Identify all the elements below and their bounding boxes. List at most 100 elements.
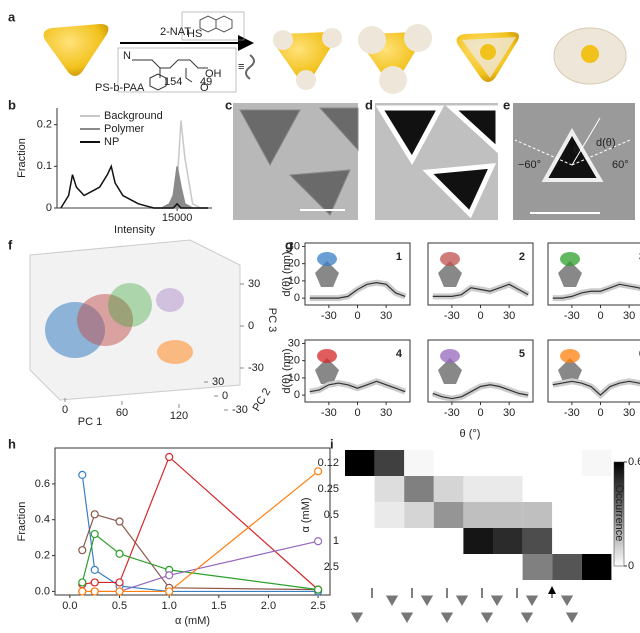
cluster-icons <box>350 588 579 624</box>
subplot-title: 5 <box>519 348 525 360</box>
cell <box>523 528 553 554</box>
panel-label: c <box>225 97 232 112</box>
y-tick-label: 0 <box>294 389 300 401</box>
x-tick-label: 120 <box>170 410 188 422</box>
y-tick-label: 30 <box>288 337 300 349</box>
legend-label: Polymer <box>104 123 145 135</box>
cell <box>375 476 405 502</box>
panel-label: f <box>8 237 13 252</box>
panel-label: e <box>503 97 510 112</box>
legend-label: NP <box>104 136 119 148</box>
marker <box>116 579 123 586</box>
x-tick-label: 0 <box>597 407 603 419</box>
cell <box>523 476 553 502</box>
row-label: 2.5 <box>324 561 339 573</box>
z-tick-label: -30 <box>248 362 264 374</box>
cell <box>375 450 405 476</box>
x-tick-label: 30 <box>380 407 392 419</box>
x-tick-label: 1.5 <box>211 600 226 612</box>
y-tick-label: 0.4 <box>35 514 50 526</box>
marker <box>116 518 123 525</box>
cell <box>523 554 553 580</box>
row-label: 0.12 <box>318 457 339 469</box>
panel-label: i <box>330 436 334 451</box>
inset-blob <box>440 252 460 266</box>
cell <box>375 554 405 580</box>
marker <box>166 588 173 595</box>
z-label: PC 3 <box>266 308 278 332</box>
cell <box>434 502 464 528</box>
row-label: 0.5 <box>324 509 339 521</box>
x-label: θ (°) <box>460 428 481 440</box>
micrographs <box>233 103 635 220</box>
x-tick-label: 0 <box>62 404 68 416</box>
atom: N <box>123 50 131 62</box>
marker <box>315 586 322 593</box>
x-tick-label: 30 <box>623 407 635 419</box>
cell <box>404 476 434 502</box>
x-tick-label: 15000 <box>162 212 193 224</box>
theta: θ <box>573 144 579 156</box>
cell <box>552 450 582 476</box>
cell <box>463 502 493 528</box>
y-label: d(θ) (nm) <box>281 348 293 393</box>
y-tick-label: 0.2 <box>35 549 50 561</box>
x-tick-label: -30 <box>564 407 580 419</box>
marker <box>91 566 98 573</box>
cell <box>582 502 612 528</box>
z-tick-label: 30 <box>248 278 260 290</box>
cell <box>345 502 375 528</box>
x-tick-label: -30 <box>321 310 337 322</box>
y-tick-label: -30 <box>232 404 248 416</box>
cell <box>493 528 523 554</box>
y-tick-label: 0.1 <box>37 160 52 172</box>
angle: −60° <box>518 159 541 171</box>
cell <box>552 476 582 502</box>
y-tick-label: 0.2 <box>37 119 52 131</box>
x-tick-label: 30 <box>503 310 515 322</box>
z-tick-label: 0 <box>248 320 254 332</box>
y-tick-label: 0 <box>46 202 52 214</box>
subplot-title: 1 <box>396 251 402 263</box>
cell <box>404 554 434 580</box>
inset-blob <box>317 349 337 363</box>
y-label: PC 2 <box>251 386 274 413</box>
marker <box>91 531 98 538</box>
y-label: d(θ) (nm) <box>281 251 293 296</box>
marker <box>116 588 123 595</box>
cell <box>582 450 612 476</box>
cell <box>582 476 612 502</box>
cbar-tick-label: 0.6 <box>628 456 640 468</box>
series-line <box>61 166 208 208</box>
x-tick-label: 0.0 <box>62 600 77 612</box>
cell <box>404 450 434 476</box>
marker <box>79 588 86 595</box>
cell <box>404 502 434 528</box>
marker <box>79 579 86 586</box>
panel-label: d <box>365 97 373 112</box>
x-tick-label: 0 <box>477 310 483 322</box>
marker <box>116 550 123 557</box>
marker <box>166 453 173 460</box>
x-tick-label: 0 <box>477 407 483 419</box>
x-tick-label: 0 <box>354 310 360 322</box>
marker <box>91 579 98 586</box>
x-tick-label: 2.5 <box>310 600 325 612</box>
cell <box>523 450 553 476</box>
cbar-tick-label: 0 <box>628 560 634 572</box>
polymer-name: PS-b-PAA <box>95 82 145 94</box>
cell <box>345 554 375 580</box>
panel-label: h <box>8 436 16 451</box>
cell <box>582 554 612 580</box>
cell <box>375 502 405 528</box>
cell <box>375 528 405 554</box>
pca-art <box>30 240 240 400</box>
inset-blob <box>560 349 580 363</box>
atom: OH <box>205 68 222 80</box>
x-label: PC 1 <box>78 416 102 428</box>
cell <box>552 502 582 528</box>
cell <box>582 528 612 554</box>
x-tick-label: -30 <box>444 407 460 419</box>
subplot-title: 4 <box>396 348 403 360</box>
marker <box>91 588 98 595</box>
